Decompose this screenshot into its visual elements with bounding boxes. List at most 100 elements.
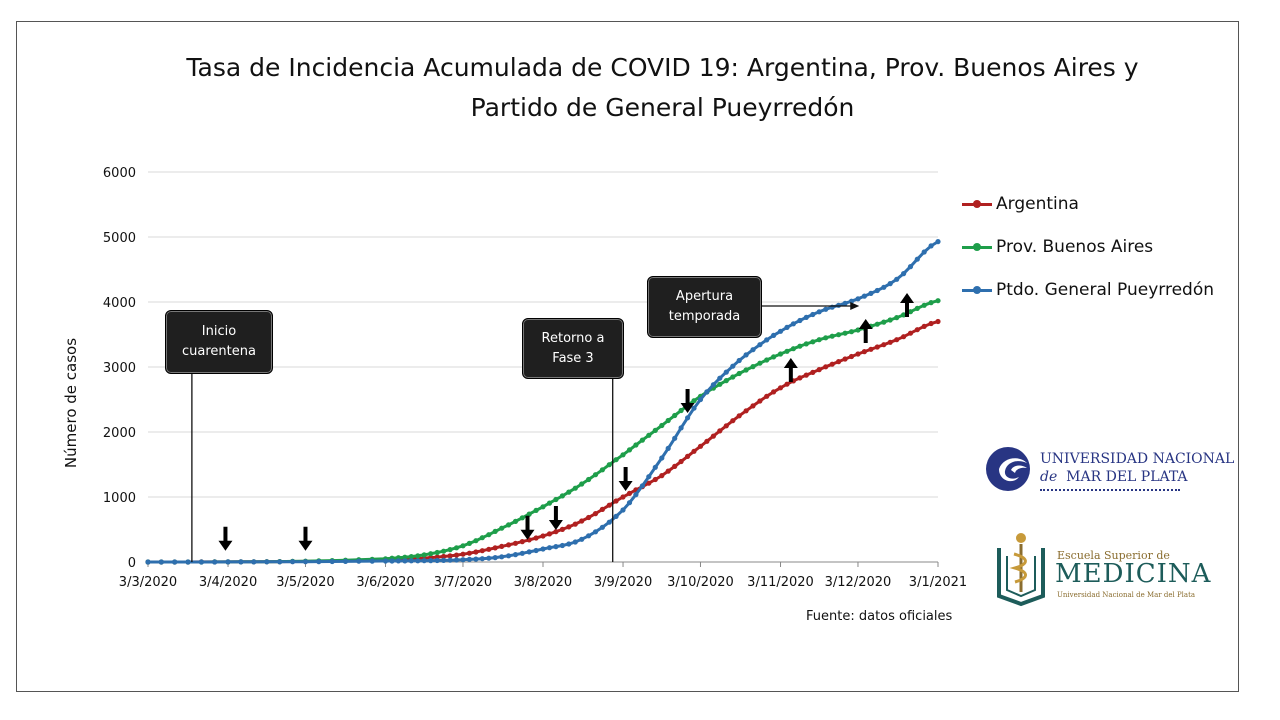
data-point <box>743 408 749 414</box>
data-point <box>389 558 395 564</box>
data-point <box>506 553 512 559</box>
data-point <box>685 453 691 459</box>
data-point <box>697 396 704 403</box>
data-point <box>928 320 934 327</box>
data-point <box>613 498 619 504</box>
data-point <box>620 452 626 458</box>
data-point <box>492 555 498 561</box>
data-point <box>777 385 784 391</box>
x-tick-label: 3/10/2020 <box>667 575 734 590</box>
data-point <box>646 480 652 486</box>
data-point <box>402 558 408 564</box>
data-point <box>672 412 678 419</box>
data-point <box>626 490 633 496</box>
data-point <box>460 557 466 563</box>
chart-title: Tasa de Incidencia Acumulada de COVID 19… <box>100 48 1225 128</box>
data-point <box>512 518 519 525</box>
data-point <box>479 548 485 554</box>
data-point <box>874 344 880 350</box>
data-point <box>559 542 566 549</box>
data-point <box>572 485 578 491</box>
y-tick-label: 6000 <box>103 166 136 181</box>
y-tick-label: 5000 <box>103 231 136 246</box>
data-point <box>928 300 934 306</box>
legend-swatch-pueyrredon <box>962 283 992 297</box>
data-point <box>441 557 447 564</box>
data-point <box>238 559 244 565</box>
data-point <box>736 413 742 419</box>
data-point <box>935 318 941 325</box>
data-point <box>717 375 723 381</box>
esm-emblem-icon <box>997 533 1045 607</box>
data-point <box>460 543 466 549</box>
data-point <box>460 551 466 557</box>
data-point <box>441 548 447 554</box>
data-point <box>572 521 578 527</box>
data-point <box>492 545 498 551</box>
legend-label-argentina: Argentina <box>996 193 1079 214</box>
data-point <box>914 327 920 333</box>
esm-line1: Escuela Superior de <box>1057 549 1170 562</box>
arrow-down-icon <box>618 467 633 491</box>
x-tick-label: 3/3/2020 <box>119 575 177 590</box>
data-point <box>158 559 164 565</box>
data-point <box>421 552 427 558</box>
data-point <box>823 306 829 312</box>
data-point <box>665 417 671 424</box>
data-point <box>894 337 900 343</box>
data-point <box>586 533 592 539</box>
arrow-up-icon <box>900 293 915 317</box>
data-point <box>559 493 566 499</box>
data-point <box>848 329 855 335</box>
unmdp-emblem-icon <box>986 447 1030 491</box>
data-point <box>855 351 861 357</box>
data-point <box>553 544 559 550</box>
data-point <box>606 502 612 508</box>
data-point <box>553 496 559 503</box>
data-point <box>672 463 678 469</box>
data-point <box>652 427 658 433</box>
data-point <box>579 518 585 524</box>
data-point <box>797 317 803 324</box>
series-line-2 <box>148 240 939 564</box>
data-point <box>797 343 803 349</box>
data-point <box>626 500 633 506</box>
data-point <box>499 554 505 560</box>
data-point <box>842 356 848 362</box>
data-point <box>519 550 525 556</box>
data-point <box>466 556 472 563</box>
data-point <box>777 328 784 334</box>
data-point <box>757 342 763 348</box>
esm-logo: Escuela Superior de MEDICINA Universidad… <box>995 530 1210 610</box>
data-point <box>829 361 835 367</box>
arrow-down-icon <box>548 506 563 530</box>
data-point <box>447 547 453 553</box>
data-point <box>730 418 736 424</box>
data-point <box>659 473 665 479</box>
data-point <box>771 332 777 338</box>
unmdp-line2: MAR DEL PLATA <box>1066 469 1188 485</box>
data-point <box>599 506 606 512</box>
arrow-down-icon <box>520 515 535 540</box>
data-point <box>540 533 546 539</box>
data-point <box>894 315 900 321</box>
data-point <box>678 458 684 465</box>
data-point <box>665 445 671 451</box>
data-point <box>764 357 770 363</box>
data-point <box>672 435 678 441</box>
data-point <box>861 293 868 299</box>
legend-item-argentina: Argentina <box>962 182 1214 225</box>
data-point <box>868 346 874 352</box>
data-point <box>691 398 697 404</box>
data-point <box>302 559 309 565</box>
data-point <box>633 492 639 498</box>
data-point <box>434 549 440 556</box>
data-point <box>887 339 893 345</box>
data-point <box>290 559 296 565</box>
unmdp-divider <box>1040 489 1180 491</box>
data-point <box>823 364 829 370</box>
chart-title-line1: Tasa de Incidencia Acumulada de COVID 19… <box>186 53 1139 82</box>
data-point <box>764 393 770 399</box>
data-point <box>842 330 848 336</box>
data-point <box>408 554 414 560</box>
